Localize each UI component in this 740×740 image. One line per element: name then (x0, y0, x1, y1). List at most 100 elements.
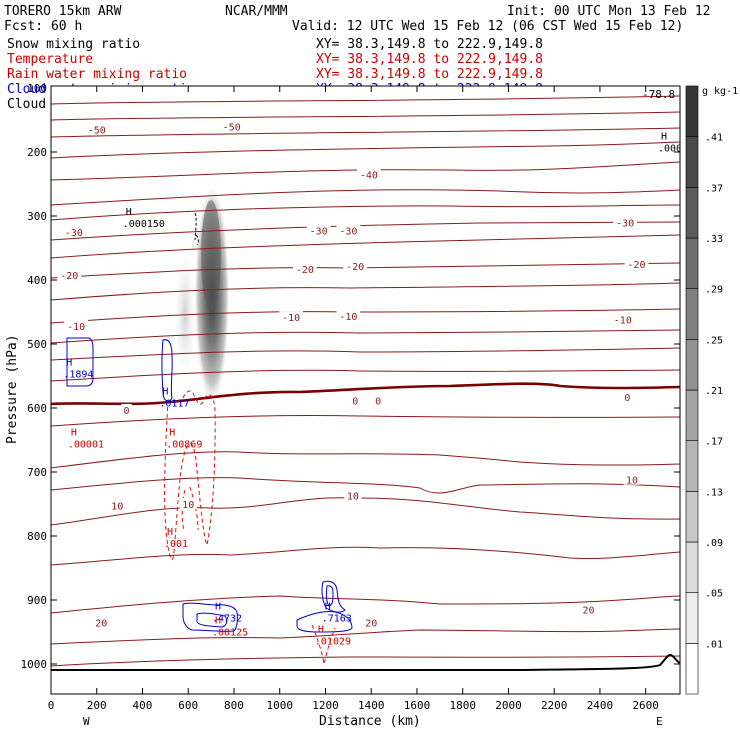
isotherm-label: 0 (123, 406, 129, 417)
x-tick-label: 2200 (541, 699, 568, 712)
colorbar-label: .29 (705, 285, 723, 296)
temperature-labels: -50 -50 -40 -30 -30 -30 -30 -20 -20 -20 -20 -10 -10 -… (57, 120, 649, 629)
isotherm-label-bg (84, 123, 109, 135)
valid-time: Valid: 12 UTC Wed 15 Feb 12 (06 CST Wed … (292, 19, 683, 34)
isotherm-label: -20 (628, 260, 646, 271)
isotherm-label-bg (622, 391, 633, 403)
isotherm-label: -50 (223, 122, 241, 133)
isotherm-label: 20 (365, 618, 377, 629)
max-marker-h: H (169, 427, 175, 438)
isotherm-label-bg (179, 498, 197, 509)
isotherm-label: -30 (65, 228, 83, 239)
colorbar-unit: g kg-1 (702, 86, 738, 97)
colorbar-swatch (685, 85, 699, 137)
max-marker-value: .001 (164, 539, 188, 550)
center-title: NCAR/MMM (225, 4, 288, 19)
cloud-ice-shading (173, 183, 230, 407)
colorbar-label: .25 (705, 335, 723, 346)
isotherm-label-bg (64, 320, 89, 332)
x-tick-label: 200 (87, 699, 107, 712)
isotherm-label: 10 (347, 492, 359, 503)
field-xy-2: XY= 38.3,149.8 to 222.9,149.8 (316, 67, 543, 82)
temperature-isotherms (51, 95, 680, 667)
max-marker-h: H (162, 386, 168, 397)
field-xy-0: XY= 38.3,149.8 to 222.9,149.8 (316, 37, 543, 52)
isotherm-label: -30 (339, 227, 357, 238)
max-marker-value: .1894 (63, 370, 93, 381)
y-tick-label: 800 (27, 530, 47, 543)
isotherm-label-bg (344, 489, 362, 501)
x-tick-label: 800 (224, 699, 244, 712)
colorbar-label: .21 (705, 386, 723, 397)
isotherm-label: 0 (375, 396, 381, 407)
isotherm-label-bg (279, 311, 304, 323)
colorbar: .01 .05 .09 .13 .17 .21 .25 .29 .33 .37 .41 (685, 85, 723, 695)
model-title: TORERO 15km ARW (4, 4, 122, 19)
field-name-0: Snow mixing ratio (7, 37, 140, 52)
isotherm-label-bg (306, 224, 331, 236)
isotherm-label-bg (362, 616, 380, 628)
x-tick-label: 2600 (632, 699, 659, 712)
isotherm-label-bg (336, 309, 361, 321)
isotherm-label: 20 (95, 618, 107, 629)
isotherm-label: -30 (310, 227, 328, 238)
cloud-water-contours (66, 337, 353, 633)
isotherm-label: -30 (616, 218, 634, 229)
colorbar-swatch (685, 339, 699, 391)
isotherm-label-bg (610, 313, 635, 325)
isotherm-label: -10 (67, 322, 85, 333)
y-axis-title: Pressure (hPa) (5, 334, 20, 444)
terrain-line (51, 653, 680, 671)
x-axis-title: Distance (km) (319, 714, 421, 729)
isotherm-label-bg (613, 216, 638, 228)
field-name-2: Rain water mixing ratio (7, 67, 187, 82)
isotherm-label: 0 (352, 396, 358, 407)
colorbar-swatch (685, 389, 699, 441)
freezing-isotherm (51, 382, 680, 406)
x-tick-label: 2000 (495, 699, 522, 712)
max-marker-h: H (318, 624, 324, 635)
west-end-label: W (83, 715, 90, 728)
isotherm-label: -40 (360, 170, 378, 181)
max-marker-h: H (167, 527, 173, 538)
axes: 0 200 400 600 800 1000 1200 1400 1600 1800 2000 220… (21, 82, 680, 712)
y-tick-label: 300 (27, 210, 47, 223)
isotherm-label: -20 (60, 271, 78, 282)
colorbar-swatch (685, 592, 699, 644)
plot-frame (50, 85, 681, 695)
x-tick-label: 400 (133, 699, 153, 712)
x-tick-label: 1200 (312, 699, 339, 712)
y-tick-label: 1000 (21, 658, 48, 671)
max-marker-value: .7163 (322, 613, 352, 624)
max-marker-value: .01029 (315, 636, 351, 647)
init-time: Init: 00 UTC Mon 13 Feb 12 (507, 4, 711, 19)
colorbar-label: .37 (705, 183, 723, 194)
isotherm-label-bg (292, 263, 317, 275)
x-tick-label: 1000 (266, 699, 293, 712)
max-marker-h: H (71, 427, 77, 438)
colorbar-swatch (685, 237, 699, 289)
east-end-label: E (656, 715, 663, 728)
isotherm-label-bg (108, 499, 126, 511)
isotherm-label-bg (92, 616, 110, 628)
isotherm-label-bg (372, 394, 384, 406)
forecast-hour: Fcst: 60 h (4, 19, 82, 34)
colorbar-swatch (685, 440, 699, 492)
y-tick-label: 900 (27, 594, 47, 607)
y-tick-label: 700 (27, 466, 47, 479)
isotherm-label-bg (623, 473, 641, 485)
top-value-label: -78.8 (642, 88, 675, 101)
max-marker-h: H (325, 601, 331, 612)
isotherm-label-bg (61, 226, 86, 237)
max-marker-h: H (126, 207, 132, 218)
max-marker-h: H (215, 615, 221, 626)
max-marker-h: H (661, 132, 667, 143)
max-marker-value: .000150 (123, 219, 165, 230)
x-tick-label: 1800 (449, 699, 476, 712)
colorbar-label: .09 (705, 538, 723, 549)
field-name-1: Temperature (7, 52, 93, 67)
max-marker-value: .4732 (212, 613, 242, 624)
field-xy-1: XY= 38.3,149.8 to 222.9,149.8 (316, 52, 543, 67)
colorbar-swatch (685, 491, 699, 543)
max-marker-h: H (66, 358, 72, 369)
